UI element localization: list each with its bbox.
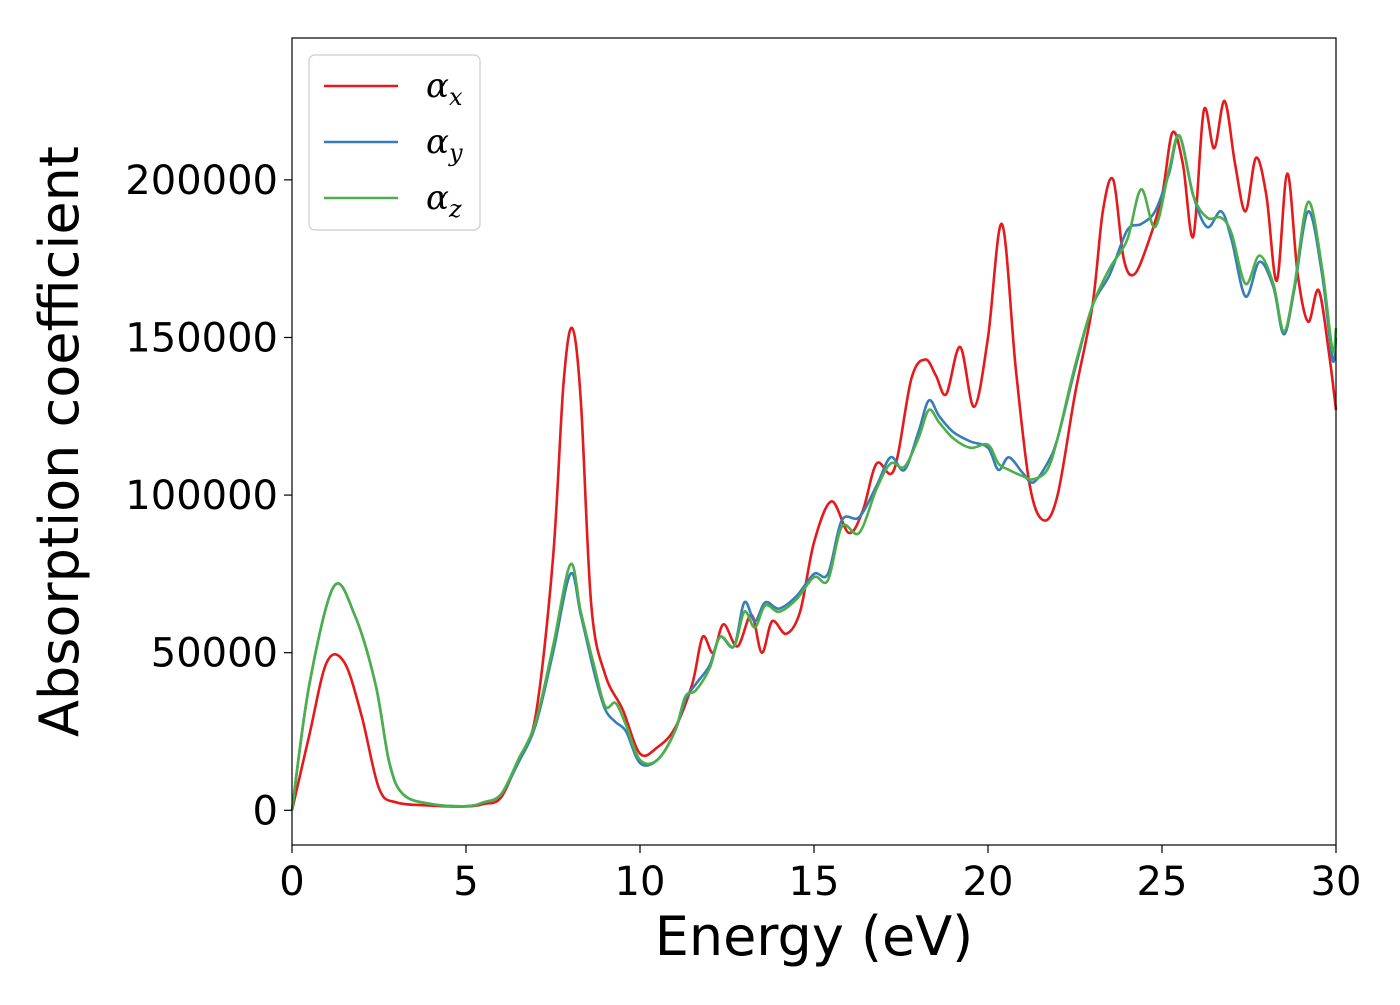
y-axis-title: Absorption coefficient [28, 146, 91, 737]
y-tick-label: 50000 [151, 631, 278, 677]
series-layer [290, 99, 1338, 811]
y-axis: 0 50000 100000 150000 200000 [125, 158, 292, 834]
x-tick-label: 5 [453, 859, 478, 905]
y-tick-label: 100000 [125, 473, 278, 519]
x-tick-label: 25 [1137, 859, 1188, 905]
legend-label-x: αx [426, 66, 463, 111]
series-line-z [290, 134, 1338, 811]
series-line-y [290, 134, 1338, 811]
y-tick-label: 150000 [125, 315, 278, 361]
x-tick-label: 10 [615, 859, 666, 905]
x-tick-label: 20 [963, 859, 1014, 905]
y-tick-label: 200000 [125, 158, 278, 204]
x-axis-title: Energy (eV) [655, 905, 974, 968]
legend-label-y: αy [426, 122, 463, 167]
x-tick-label: 0 [279, 859, 304, 905]
x-tick-label: 30 [1311, 859, 1362, 905]
x-axis: 0 5 10 15 20 25 30 [279, 845, 1361, 905]
x-tick-label: 15 [789, 859, 840, 905]
series-line-x [290, 99, 1338, 811]
y-tick-label: 0 [253, 788, 278, 834]
